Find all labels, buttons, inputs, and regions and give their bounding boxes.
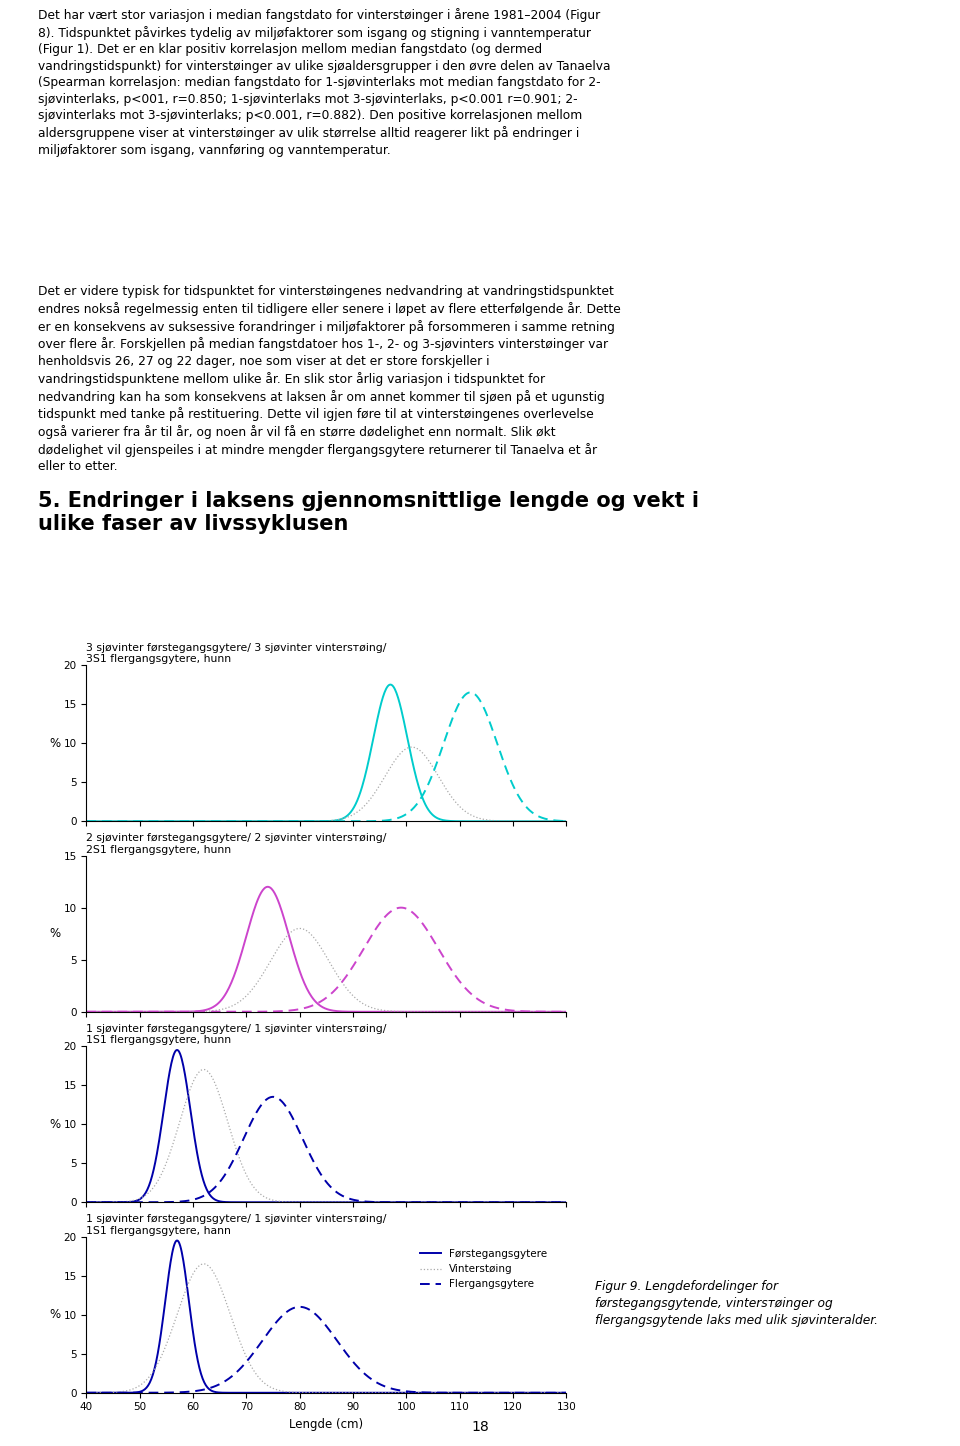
Text: 3 sjøvinter førstegangsgytere/ 3 sjøvinter vintersтøing/
3S1 flergangsgytere, hu: 3 sjøvinter førstegangsgytere/ 3 sjøvint… — [86, 642, 387, 664]
X-axis label: Lengde (cm): Lengde (cm) — [289, 1419, 364, 1432]
Legend: Førstegangsgytere, Vinterstøing, Flergangsgytere: Førstegangsgytere, Vinterstøing, Flergan… — [416, 1245, 552, 1294]
Y-axis label: %: % — [50, 927, 60, 940]
Text: Det er videre typisk for tidspunktet for vinterstøingenes nedvandring at vandrin: Det er videre typisk for tidspunktet for… — [38, 285, 621, 473]
Y-axis label: %: % — [50, 1118, 60, 1131]
Text: Figur 9. Lengdefordelinger for
førstegangsgytende, vintersтøinger og
flergangsgy: Figur 9. Lengdefordelinger for førstegan… — [595, 1280, 878, 1327]
Text: 2 sjøvinter førstegangsgytere/ 2 sjøvinter vintersтøing/
2S1 flergangsgytere, hu: 2 sjøvinter førstegangsgytere/ 2 sjøvint… — [86, 833, 387, 855]
Y-axis label: %: % — [50, 736, 60, 749]
Text: 18: 18 — [471, 1420, 489, 1434]
Text: 1 sjøvinter førstegangsgytere/ 1 sjøvinter vintersтøing/
1S1 flergangsgytere, ha: 1 sjøvinter førstegangsgytere/ 1 sjøvint… — [86, 1215, 387, 1236]
Text: 1 sjøvinter førstegangsgytere/ 1 sjøvinter vintersтøing/
1S1 flergangsgytere, hu: 1 sjøvinter førstegangsgytere/ 1 sjøvint… — [86, 1024, 387, 1045]
Text: 5. Endringer i laksens gjennomsnittlige lengde og vekt i
ulike faser av livssykl: 5. Endringer i laksens gjennomsnittlige … — [38, 492, 700, 534]
Text: Det har vært stor variasjon i median fangstdato for vinterstøinger i årene 1981–: Det har vært stor variasjon i median fan… — [38, 9, 611, 156]
Y-axis label: %: % — [50, 1309, 60, 1322]
